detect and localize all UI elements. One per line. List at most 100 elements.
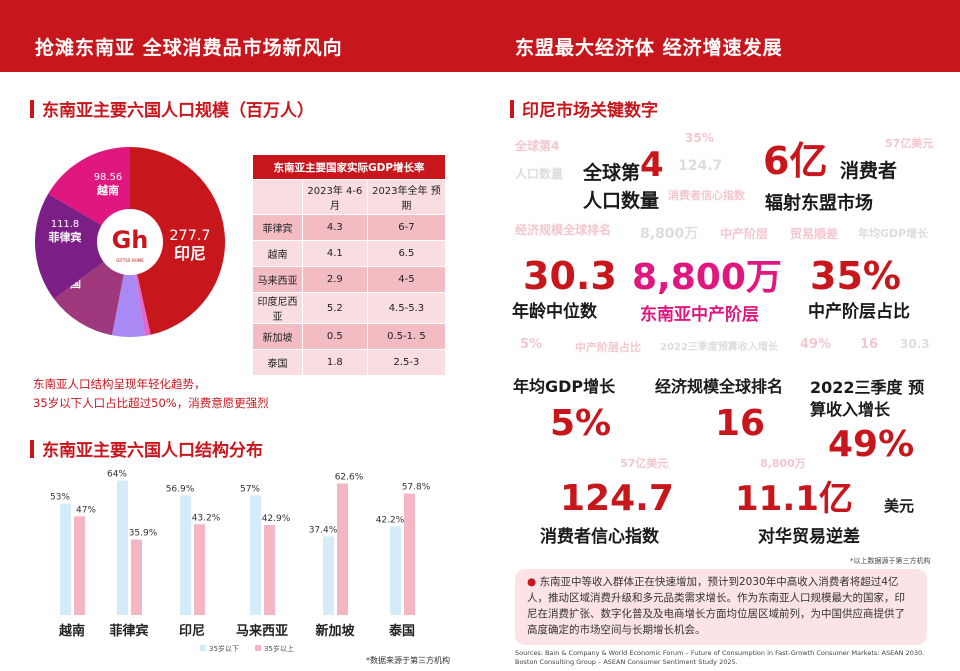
- pie-label: 菲律宾: [49, 230, 82, 244]
- stat-label: 经济规模全球排名: [655, 377, 784, 396]
- bar-value-label: 53%: [50, 493, 70, 503]
- background-word: 2022三季度预算收入增长: [660, 342, 778, 353]
- pie-label: 越南: [96, 183, 119, 197]
- table-row: 新加坡 0.5 0.5-1. 5: [253, 324, 445, 349]
- col-header: 2023年 4-6月: [302, 180, 367, 214]
- table-cell: 6-7: [367, 215, 445, 240]
- table-cell: 6.5: [367, 241, 445, 266]
- stat-value: 30.3: [523, 254, 617, 298]
- pie-value: 5.92: [118, 334, 128, 340]
- legend-swatch: [255, 645, 261, 651]
- background-word: 49%: [800, 337, 832, 352]
- source-line: Sources: Bain & Company & World Economic…: [515, 649, 925, 657]
- table-cell: 1.8: [302, 350, 367, 375]
- gdp-table: 东南亚主要国家实际GDP增长率 2023年 4-6月 2023年全年 预期 菲律宾…: [252, 154, 446, 376]
- note-line: 东南亚人口结构呈现年轻化趋势，: [33, 377, 206, 391]
- logo-circle: [97, 209, 163, 275]
- bar: [337, 483, 348, 615]
- source-line: Boston Consulting Group – ASEAN Consumer…: [515, 658, 738, 666]
- bar: [323, 536, 334, 615]
- category-label: 菲律宾: [109, 623, 148, 639]
- table-row: 印度尼西亚 5.2 4.5-5.3: [253, 293, 445, 323]
- table-cell: 马来西亚: [253, 267, 302, 292]
- stat-label: 消费者信心指数: [540, 527, 659, 547]
- table-row: 菲律宾 4.3 6-7: [253, 215, 445, 240]
- left-title: 抢滩东南亚 全球消费品市场新风向: [35, 37, 343, 59]
- legend-label: 35岁以上: [264, 644, 294, 653]
- category-label: 印尼: [179, 624, 205, 639]
- pie-label: 新加坡: [115, 341, 131, 348]
- stat-label: 对华贸易逆差: [758, 527, 860, 547]
- sources: Sources: Bain & Company & World Economic…: [515, 649, 924, 667]
- bar-value-label: 47%: [76, 505, 96, 515]
- category-label: 越南: [58, 623, 85, 639]
- bar: [131, 539, 142, 615]
- background-word: 5%: [520, 337, 543, 352]
- table-cell: 4.5-5.3: [367, 293, 445, 323]
- legend-swatch: [200, 645, 206, 651]
- table-cell: 4.3: [302, 215, 367, 240]
- pie-section-title: 东南亚主要六国人口规模（百万人）: [30, 96, 314, 121]
- bar-value-label: 42.9%: [262, 514, 291, 524]
- bar-value-label: 57.8%: [402, 483, 431, 493]
- bar-value-label: 62.6%: [335, 473, 364, 483]
- background-word: 人口数量: [515, 167, 564, 181]
- background-word: 年均GDP增长: [858, 227, 929, 240]
- table-cell: 越南: [253, 241, 302, 266]
- table-cell: 2.5-3: [367, 350, 445, 375]
- stat-value: 124.7: [560, 478, 674, 519]
- stat-value: 5%: [550, 403, 612, 444]
- population-pie-chart: 277.7印尼5.92新加坡32.98马来西亚70.01泰国111.8菲律宾98…: [34, 147, 226, 348]
- stat-value: 11.1亿: [735, 479, 853, 519]
- background-word: 16: [860, 337, 879, 352]
- bar: [250, 495, 261, 615]
- logo-text: GIFTSS HOME: [116, 258, 144, 263]
- bar: [74, 516, 85, 615]
- table-row: 越南 4.1 6.5: [253, 241, 445, 266]
- stat-label: 年龄中位数: [512, 302, 597, 322]
- bar: [404, 493, 415, 615]
- background-word: 30.3: [900, 337, 930, 351]
- pie-slice: [111, 242, 145, 337]
- background-word: 35%: [685, 131, 714, 145]
- stat-value: 6亿: [763, 139, 828, 183]
- legend-label: 35岁以下: [209, 644, 239, 653]
- summary-text: 东南亚中等收入群体正在快速增加，预计到2030年中高收入消费者将超过4亿人，推动…: [527, 576, 905, 636]
- pop-note: 东南亚人口结构呈现年轻化趋势， 35岁以下人口占比超过50%，消费意愿更强烈: [33, 375, 269, 413]
- table-cell: 4-5: [367, 267, 445, 292]
- bar: [180, 495, 191, 615]
- col-header: 2023年全年 预期: [367, 180, 445, 214]
- category-label: 新加坡: [315, 623, 355, 639]
- background-word: 8,800万: [760, 457, 806, 470]
- gdp-table-title: 东南亚主要国家实际GDP增长率: [253, 155, 445, 179]
- bar-value-label: 42.2%: [376, 515, 405, 525]
- stat-value: 35%: [810, 254, 901, 298]
- background-word: 中产阶层: [720, 227, 769, 241]
- right-title: 东盟最大经济体 经济增速发展: [515, 37, 783, 59]
- stat-label: 2022三季度 预算收入增长: [810, 378, 925, 419]
- stat-suffix: 消费者: [840, 160, 898, 182]
- stat-value: 49%: [828, 424, 915, 465]
- population-structure-bar-chart: 53% 47% 越南 64% 35.9% 菲律宾 56.9% 43.2% 印尼 57% 42.9% 马…: [50, 470, 431, 653]
- bar-value-label: 64%: [107, 470, 127, 480]
- stat-label: 辐射东盟市场: [765, 193, 873, 214]
- table-cell: 0.5-1. 5: [367, 324, 445, 349]
- pie-slice: [130, 147, 226, 335]
- category-label: 泰国: [388, 623, 415, 639]
- logo-icon: Gh: [112, 226, 149, 254]
- category-label: 马来西亚: [236, 623, 288, 639]
- bar-value-label: 56.9%: [166, 485, 195, 495]
- background-word: 全球第4: [515, 139, 560, 153]
- data-note: *以上数据源于第三方机构: [850, 557, 931, 565]
- stat-label: 人口数量: [583, 190, 660, 212]
- table-row: 马来西亚 2.9 4-5: [253, 267, 445, 292]
- table-cell: 2.9: [302, 267, 367, 292]
- stat-label: 东南亚中产阶层: [640, 305, 759, 325]
- header-bar: [0, 0, 960, 72]
- bar: [390, 526, 401, 615]
- background-word: 消费者信心指数: [668, 189, 745, 202]
- bullet-icon: ●: [527, 576, 540, 588]
- table-cell: 新加坡: [253, 324, 302, 349]
- table-cell: 菲律宾: [253, 215, 302, 240]
- pie-slice: [34, 193, 130, 299]
